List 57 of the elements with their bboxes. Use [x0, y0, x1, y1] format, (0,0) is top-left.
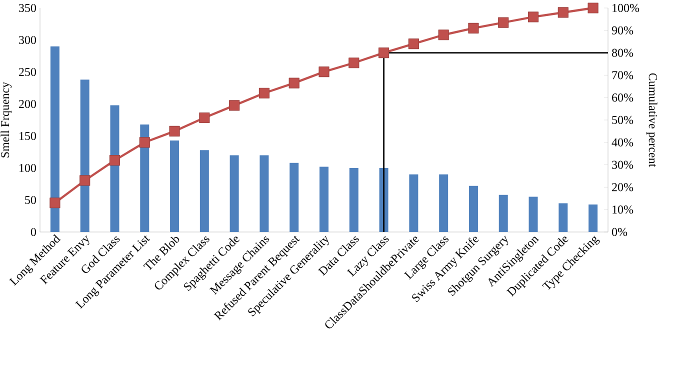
- bar: [170, 140, 180, 232]
- point: [498, 17, 509, 28]
- point: [109, 155, 120, 166]
- bar: [230, 155, 239, 232]
- y2-tick-label: 80%: [612, 48, 634, 57]
- point: [588, 2, 598, 14]
- bar: [498, 194, 508, 232]
- point: [408, 38, 419, 50]
- bar: [439, 174, 448, 232]
- y2-tick-label: 100%: [612, 4, 640, 12]
- point: [318, 66, 330, 78]
- y-tick-label: 50: [25, 196, 36, 204]
- point: [378, 48, 390, 58]
- point: [229, 100, 240, 111]
- point: [258, 88, 270, 98]
- point: [169, 126, 180, 136]
- point: [468, 22, 479, 34]
- bar: [409, 174, 418, 232]
- y2-tick-label: 50%: [612, 116, 634, 124]
- y-tick-label: 250: [19, 68, 36, 76]
- bar: [290, 162, 299, 232]
- bar: [558, 203, 568, 232]
- y-tick-label: 300: [19, 36, 36, 44]
- y2-tick-label: 10%: [612, 206, 634, 214]
- y2-axis-title: Cumulative percent: [646, 73, 658, 168]
- y-tick-label: 200: [19, 100, 36, 108]
- y-tick-label: 0: [30, 228, 36, 236]
- bar: [110, 105, 120, 232]
- bar: [349, 168, 358, 232]
- bar: [588, 204, 598, 232]
- point: [438, 30, 449, 40]
- bar: [200, 150, 209, 232]
- y2-tick-label: 90%: [612, 26, 634, 34]
- bar: [260, 155, 269, 232]
- point: [80, 175, 90, 186]
- point: [558, 7, 568, 18]
- y-tick-label: 350: [19, 4, 36, 12]
- bar: [528, 196, 538, 232]
- y2-tick-label: 0%: [612, 228, 628, 236]
- y2-tick-label: 70%: [612, 71, 634, 80]
- point: [199, 112, 210, 124]
- y-tick-label: 100: [20, 164, 36, 172]
- point: [528, 12, 539, 22]
- y2-tick-label: 20%: [612, 183, 634, 192]
- point: [50, 198, 60, 208]
- y-tick-label: 150: [20, 132, 36, 140]
- point: [288, 78, 300, 88]
- y2-tick-label: 60%: [612, 94, 634, 102]
- bar: [80, 80, 90, 232]
- point: [139, 137, 150, 148]
- y2-tick-label: 40%: [612, 138, 634, 146]
- y2-tick-label: 30%: [612, 160, 634, 169]
- bar: [320, 166, 329, 232]
- bar: [50, 46, 60, 232]
- y-axis-title: Smell Frquency: [0, 82, 12, 158]
- point: [348, 58, 360, 68]
- bar: [468, 186, 478, 232]
